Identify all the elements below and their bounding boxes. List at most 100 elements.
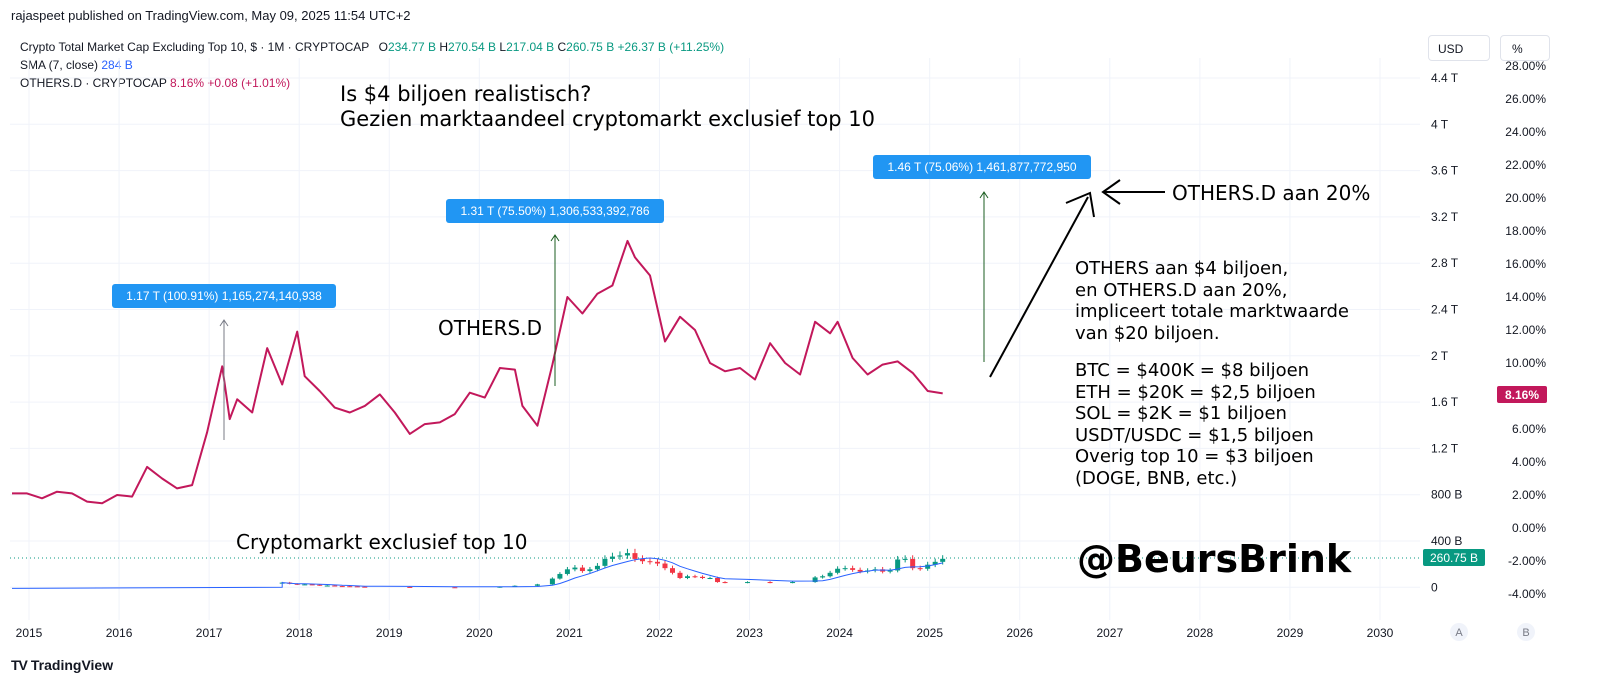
measure-label: 1.17 T (100.91%) 1,165,274,140,938 [126,289,322,303]
candles [279,548,946,589]
x-axis-tick: 2026 [1006,626,1033,640]
candle-body [564,569,570,574]
price-badge: 260.75 B [1430,551,1478,565]
candle-body [332,585,338,587]
candle-body [557,573,563,579]
right-line: OTHERS aan $4 biljoen, [1075,258,1289,279]
x-axis-tick: 2024 [826,626,853,640]
right-line: van $20 biljoen. [1075,322,1220,344]
candle-body [767,582,773,584]
candle-body [857,569,863,572]
candle-body [587,569,593,572]
candle-body [722,582,728,584]
grid [10,58,1420,620]
percent-axis-tick: 22.00% [1505,158,1546,172]
measure-arrowhead [219,319,229,327]
x-axis-tick: 2019 [376,626,403,640]
legend-low-label: L [499,40,507,54]
legend-others-value: 8.16% [170,76,205,90]
candle-body [452,587,458,589]
tradingview-logo[interactable]: TV TradingView [11,657,113,673]
percent-axis-tick: 18.00% [1505,224,1546,238]
percent-axis-tick: 4.00% [1512,455,1546,469]
annotation-others-d: OTHERS.D [438,316,542,340]
axis-toggle-label: A [1455,627,1463,639]
x-axis-tick: 2030 [1367,626,1394,640]
x-axis-tick: 2022 [646,626,673,640]
price-badge-box [1423,549,1485,566]
candle-body [362,586,368,588]
percent-axis-tick: 24.00% [1505,125,1546,139]
annotation-handle: @BeursBrink [1077,537,1352,581]
price-axis-tick: 400 B [1431,534,1462,548]
sma-line [11,557,943,589]
right-list-line: Overig top 10 = $3 biljoen [1075,446,1314,467]
others-d-line [12,239,943,505]
right-list-line: (DOGE, BNB, etc.) [1075,467,1238,489]
candle-body [617,555,623,557]
right-list-line: ETH = $20K = $2,5 biljoen [1075,381,1316,403]
candle-body [294,583,300,585]
percent-axis-tick: 16.00% [1505,257,1546,271]
percent-axis-tick: 6.00% [1512,422,1546,436]
percent-scale-button[interactable]: % [1500,35,1550,61]
trend-arrow-head [1065,191,1095,218]
candle-body [579,567,585,572]
currency-button[interactable]: USD [1428,35,1490,61]
x-axis-tick: 2023 [736,626,763,640]
price-axis-tick: 800 B [1431,488,1462,502]
candle-body [850,568,856,570]
candle-body [632,553,638,559]
annotation-title: Is $4 biljoen realistisch? Gezien markta… [340,82,875,132]
legend-close-label: C [557,40,567,54]
candle-body [639,558,645,562]
percent-axis-tick: 28.00% [1505,59,1546,73]
candle-body [790,582,796,584]
candle-body [572,567,578,570]
percent-axis-tick: -4.00% [1508,587,1546,601]
price-axis-tick: 3.2 T [1431,210,1459,224]
right-line: impliceert totale marktwaarde [1075,301,1349,322]
axes-layer: 2015 2016 2017 2018 2019 2020 2021 2022 2023 2024… [16,59,1547,641]
legend-close: 260.75 B [566,40,615,54]
candle-body [835,568,841,573]
price-axis-tick: 3.6 T [1431,164,1459,178]
x-axis-tick: 2016 [106,626,133,640]
candle-body [677,572,683,579]
candle-body [715,578,721,583]
percent-axis-tick: 14.00% [1505,290,1546,304]
x-axis-tick: 2025 [916,626,943,640]
candle-body [820,576,826,578]
candle-body [925,564,931,569]
candle-body [895,559,901,571]
right-list-line: USDT/USDC = $1,5 biljoen [1075,424,1314,446]
annotation-title-line2: Gezien marktaandeel cryptomarkt exclusie… [340,107,875,131]
candle-body [512,585,518,587]
price-axis-tick: 2.8 T [1431,256,1459,270]
candle-body [302,584,308,586]
legend-others-change: +0.08 (+1.01%) [207,76,291,90]
candle-body [700,576,706,579]
trend-arrow-line [989,196,1089,378]
others-d-layer [12,239,943,505]
legend-main-series[interactable]: Crypto Total Market Cap Excluding Top 10… [20,38,724,56]
x-axis-tick: 2021 [556,626,583,640]
candle-body [827,572,833,577]
percent-axis-tick: 0.00% [1512,521,1546,535]
candle-body [534,584,540,586]
legend-main-name: Crypto Total Market Cap Excluding Top 10… [20,40,370,54]
chart-legend: Crypto Total Market Cap Excluding Top 10… [20,38,724,92]
candle-body [354,586,360,588]
legend-high: 270.54 B [448,40,497,54]
annotation-crypto-label: Cryptomarkt exclusief top 10 [236,530,528,554]
measure-label: 1.46 T (75.06%) 1,461,877,772,950 [887,160,1076,174]
others-d-badge-box [1497,386,1547,403]
legend-others[interactable]: OTHERS.D · CRYPTOCAP 8.16% +0.08 (+1.01%… [20,74,724,92]
candle-body [902,558,908,560]
candle-body [654,561,660,564]
candle-body [707,578,713,580]
legend-change: +26.37 B (+11.25%) [617,40,725,54]
legend-sma[interactable]: SMA (7, close) 284 B [20,56,724,74]
candle-body [407,586,413,588]
